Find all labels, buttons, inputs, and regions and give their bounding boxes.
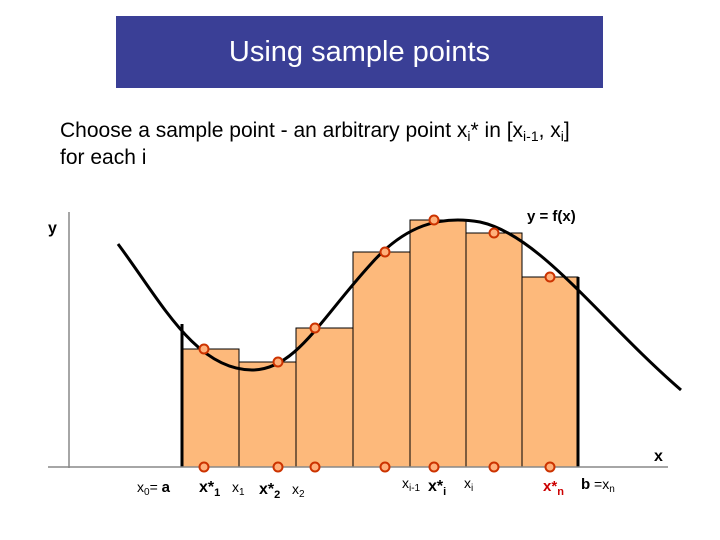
axis-point-5 bbox=[428, 461, 440, 473]
curve-label: y = f(x) bbox=[527, 208, 576, 225]
label-sub: 0 bbox=[144, 487, 150, 498]
intro-line-1: Choose a sample point - an arbitrary poi… bbox=[60, 117, 700, 144]
label-part: = bbox=[150, 479, 162, 495]
label-xs2: x*2 bbox=[259, 481, 280, 501]
bar-1 bbox=[181, 348, 240, 468]
label-sub: i-1 bbox=[409, 483, 421, 494]
bar-2 bbox=[238, 361, 297, 468]
intro-text: Choose a sample point - an arbitrary poi… bbox=[60, 117, 700, 171]
axis-point-3 bbox=[309, 461, 321, 473]
label-sub: 1 bbox=[239, 487, 245, 498]
label-sub: 2 bbox=[299, 489, 305, 500]
label-a: a bbox=[162, 479, 171, 496]
label-sub: 1 bbox=[214, 487, 220, 499]
label-part: =x bbox=[590, 476, 609, 492]
label-part: x bbox=[402, 475, 409, 491]
label-sub: i bbox=[443, 486, 446, 498]
slide-title: Using sample points bbox=[228, 35, 491, 68]
bar-5 bbox=[409, 219, 467, 468]
intro-text-part: * in [x bbox=[470, 119, 524, 142]
axis-point-4 bbox=[379, 461, 391, 473]
label-part: x bbox=[464, 475, 471, 491]
label-sub: i bbox=[471, 483, 473, 494]
intro-text-part: ] bbox=[563, 119, 570, 142]
label-sub: n bbox=[557, 486, 564, 498]
label-xim1: xi-1 bbox=[402, 475, 421, 494]
bar-7 bbox=[521, 276, 579, 468]
bar-3 bbox=[295, 327, 354, 468]
intro-text-part: , x bbox=[538, 119, 561, 142]
intro-line-2: for each i bbox=[60, 146, 147, 169]
label-part: x bbox=[232, 479, 239, 495]
axis-sample-points bbox=[198, 461, 556, 473]
bar-4 bbox=[352, 251, 411, 468]
title-banner: Using sample points bbox=[116, 16, 603, 88]
axis-point-2 bbox=[272, 461, 284, 473]
intro-subscript: i-1 bbox=[523, 128, 539, 144]
axis-point-1 bbox=[198, 461, 210, 473]
label-part: x* bbox=[428, 478, 444, 495]
label-x0-a: x0= a bbox=[137, 479, 171, 498]
axis-point-7 bbox=[544, 461, 556, 473]
label-xsn: x*n bbox=[543, 478, 564, 498]
label-xsi: x*i bbox=[428, 478, 446, 498]
sample-point-5 bbox=[428, 214, 440, 226]
sample-point-6 bbox=[488, 227, 500, 239]
sample-point-4 bbox=[379, 246, 391, 258]
label-part: x bbox=[137, 479, 144, 495]
sample-points bbox=[198, 214, 556, 368]
label-x2: x2 bbox=[292, 481, 305, 500]
label-b: b bbox=[581, 476, 590, 493]
label-b-xn: b =xn bbox=[581, 476, 615, 495]
x-axis-label: x bbox=[654, 448, 663, 465]
sample-point-1 bbox=[198, 343, 210, 355]
x-axis-labels: x0= a x*1 x1 x*2 x2 xi-1 x*i xi x*n b =x… bbox=[137, 475, 615, 501]
intro-subscript: i bbox=[467, 128, 471, 144]
y-axis-label: y bbox=[48, 220, 57, 237]
label-xs1: x*1 bbox=[199, 479, 220, 499]
label-part: x bbox=[292, 481, 299, 497]
intro-subscript: i bbox=[560, 128, 564, 144]
label-xi: xi bbox=[464, 475, 473, 494]
bar-6 bbox=[465, 232, 523, 468]
sample-point-3 bbox=[309, 322, 321, 334]
sample-point-2 bbox=[272, 356, 284, 368]
bars bbox=[181, 219, 579, 468]
sample-point-7 bbox=[544, 271, 556, 283]
label-part: x* bbox=[199, 479, 215, 496]
label-sub: n bbox=[609, 484, 615, 495]
label-part: x* bbox=[543, 478, 557, 495]
label-part: x* bbox=[259, 481, 275, 498]
intro-text-part: Choose a sample point - an arbitrary poi… bbox=[60, 119, 468, 142]
axis-point-6 bbox=[488, 461, 500, 473]
label-sub: 2 bbox=[274, 489, 280, 501]
label-x1: x1 bbox=[232, 479, 245, 498]
